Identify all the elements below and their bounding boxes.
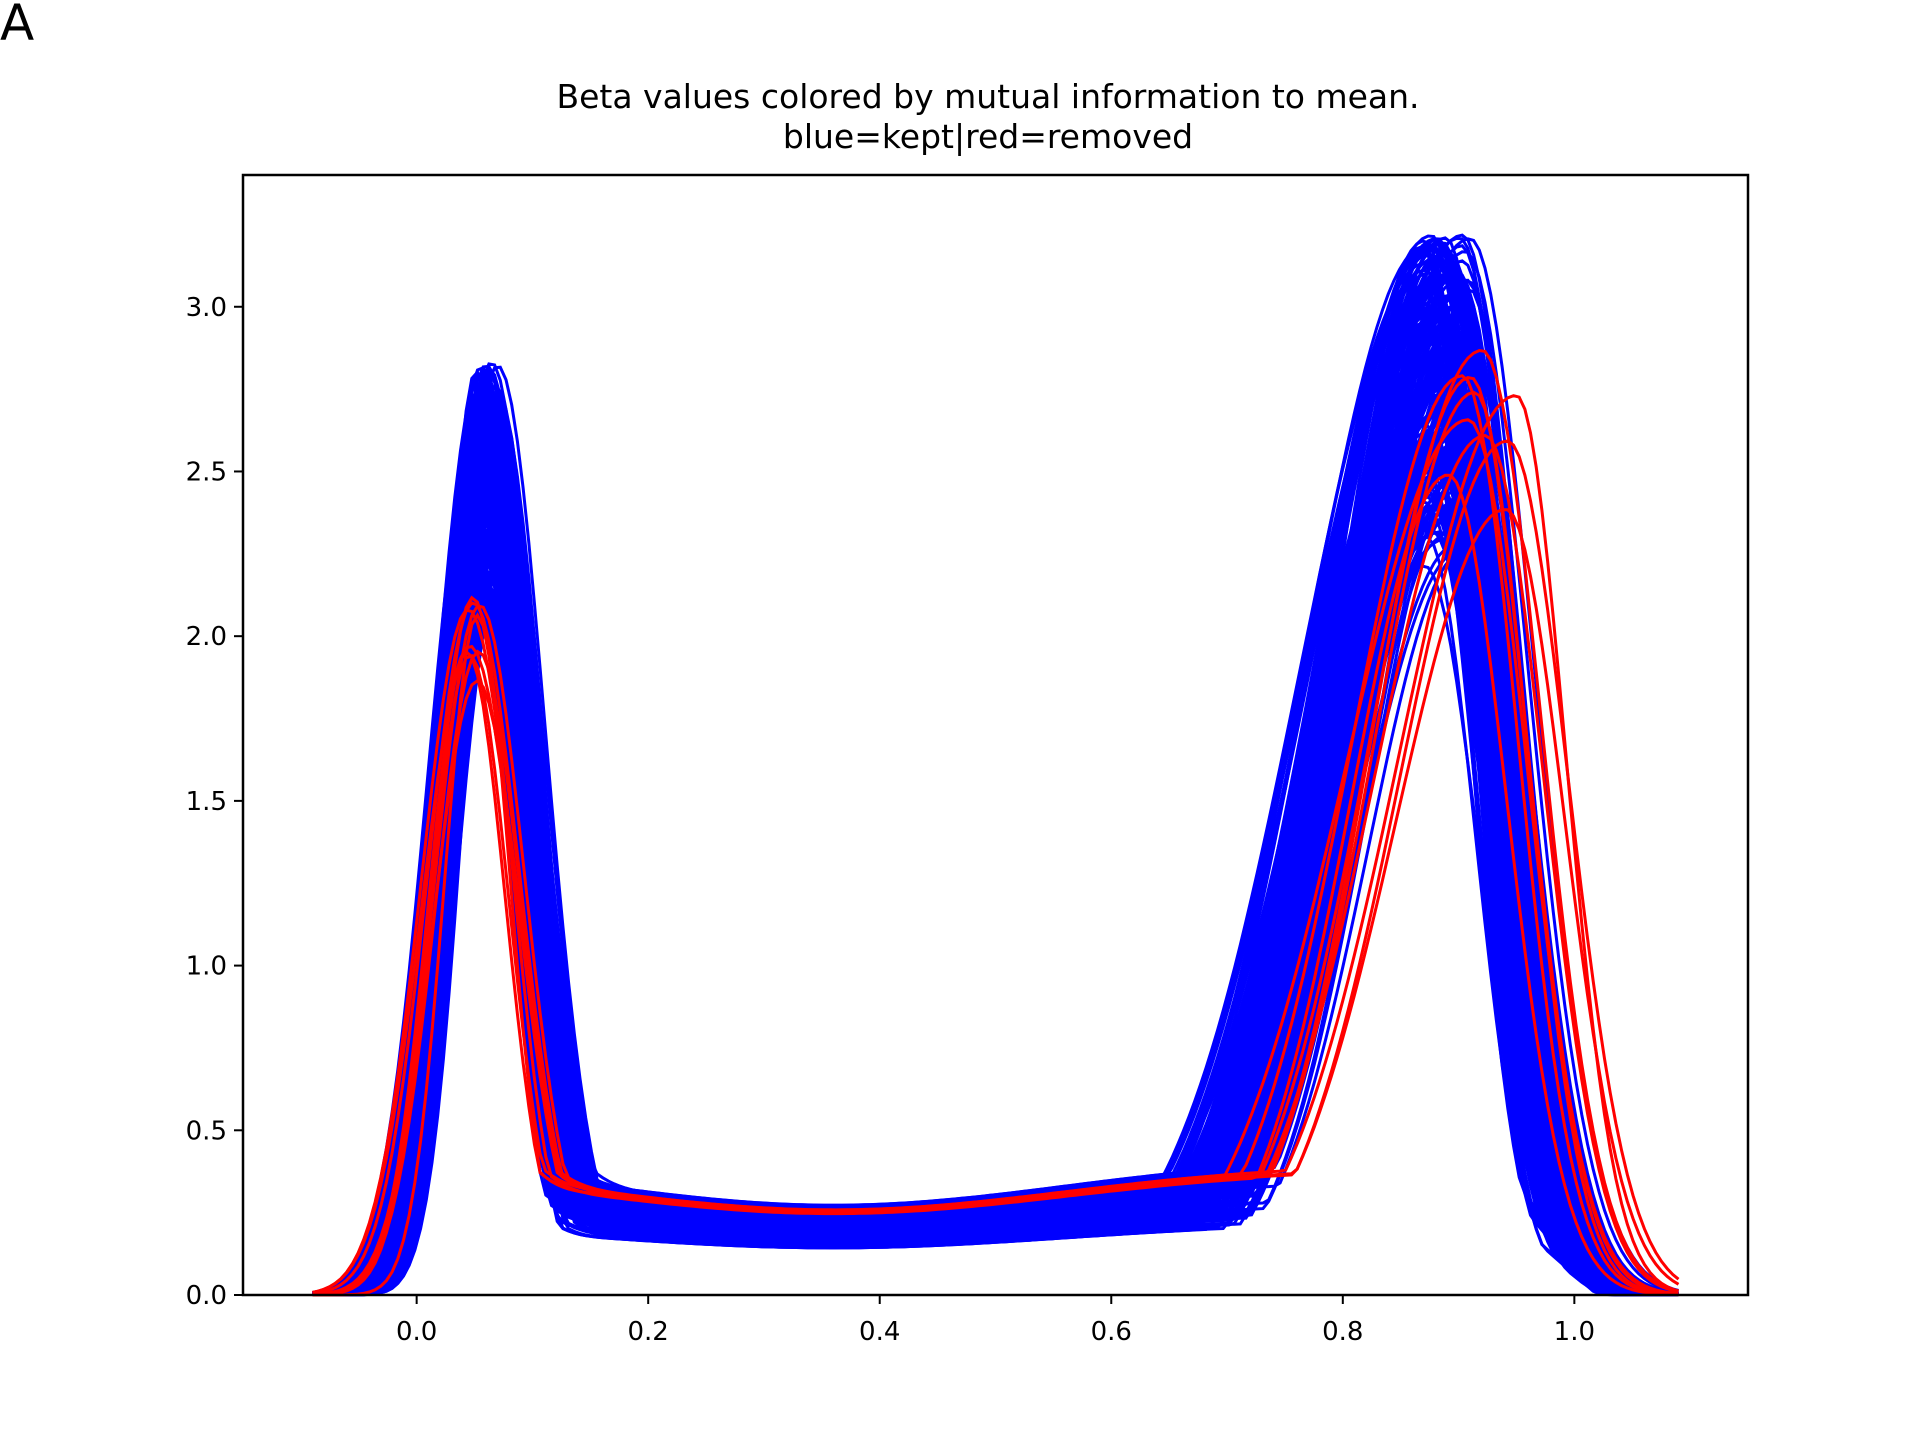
- kept-density-line: [312, 457, 1679, 1297]
- x-tick-label: 0.0: [396, 1317, 437, 1347]
- x-tick-label: 0.6: [1091, 1317, 1132, 1347]
- y-tick-label: 3.0: [186, 293, 227, 323]
- y-axis: 0.0 0.5 1.0 1.5 2.0 2.5 3.0: [186, 293, 243, 1311]
- chart-title: Beta values colored by mutual informatio…: [556, 77, 1419, 116]
- y-tick-label: 0.0: [186, 1281, 227, 1311]
- y-tick-label: 2.0: [186, 622, 227, 652]
- x-tick-label: 0.2: [628, 1317, 669, 1347]
- removed-density-line: [312, 374, 1679, 1297]
- x-tick-label: 0.4: [859, 1317, 900, 1347]
- y-tick-label: 0.5: [186, 1116, 227, 1146]
- panel-label: A: [0, 0, 35, 52]
- removed-density-line: [312, 433, 1679, 1297]
- chart-subtitle: blue=kept|red=removed: [783, 117, 1193, 156]
- y-tick-label: 2.5: [186, 457, 227, 487]
- x-tick-label: 0.8: [1322, 1317, 1363, 1347]
- x-tick-label: 1.0: [1554, 1317, 1595, 1347]
- removed-curves: [312, 348, 1680, 1297]
- x-axis: 0.0 0.2 0.4 0.6 0.8 1.0: [396, 1295, 1595, 1347]
- y-tick-label: 1.5: [186, 787, 227, 817]
- y-tick-label: 1.0: [186, 952, 227, 982]
- plot-frame: [241, 173, 1750, 1297]
